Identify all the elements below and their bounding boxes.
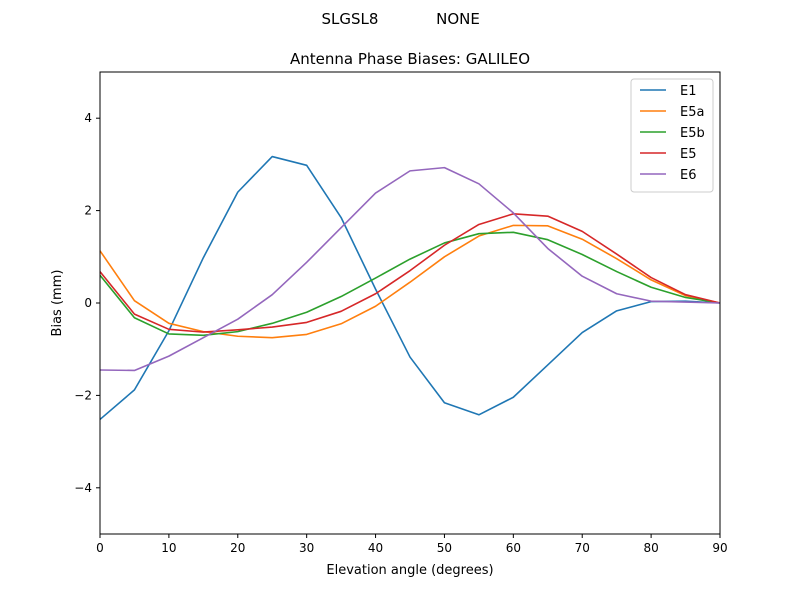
y-tick-label: 4 [84,111,92,125]
series-line-e5b [99,231,721,337]
y-tick-label: −2 [74,388,92,402]
x-axis-label: Elevation angle (degrees) [326,563,493,578]
x-tick-label: 90 [712,541,727,555]
legend-label-e5a: E5a [680,105,704,120]
x-tick-label: 50 [437,541,452,555]
legend-label-e6: E6 [680,168,697,183]
series-layer [99,155,721,421]
x-tick-label: 10 [161,541,176,555]
legend-label-e5: E5 [680,147,697,162]
x-tick-label: 60 [506,541,521,555]
legend-label-e1: E1 [680,84,697,99]
x-tick-label: 70 [575,541,590,555]
y-axis-label: Bias (mm) [50,270,65,337]
x-tick-label: 0 [96,541,104,555]
legend-box [630,78,714,193]
x-tick-label: 20 [230,541,245,555]
legend-label-e5b: E5b [680,126,705,141]
plot-area-frame [99,71,721,535]
x-tick-label: 30 [299,541,314,555]
series-line-e6 [99,166,721,372]
chart-title: Antenna Phase Biases: GALILEO [290,50,530,68]
y-tick-label: 2 [84,204,92,218]
suptitle-radome: NONE [436,10,480,28]
series-line-e5 [99,213,721,333]
x-tick-label: 80 [643,541,658,555]
legend: E1 E5a E5b E5 E6 [630,78,714,193]
axis-ticks: 0 10 20 30 40 50 60 70 80 90 −4 −2 0 2 4 [74,111,727,555]
series-line-e1 [99,155,721,421]
series-line-e5a [99,224,721,339]
suptitle-station: SLGSL8 [322,10,379,28]
y-tick-label: 0 [84,296,92,310]
x-tick-label: 40 [368,541,383,555]
y-tick-label: −4 [74,481,92,495]
